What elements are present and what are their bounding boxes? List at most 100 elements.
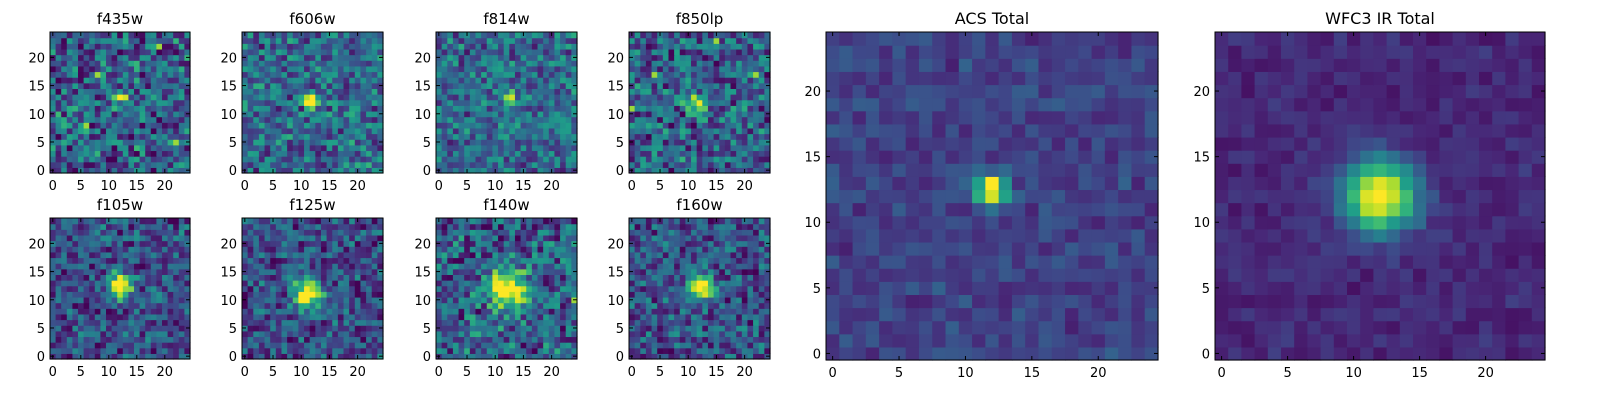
heatmap-cell xyxy=(668,99,675,106)
heatmap-cell xyxy=(315,229,322,236)
heatmap-cell xyxy=(753,133,760,140)
heatmap-cell xyxy=(645,77,653,84)
heatmap-cell xyxy=(247,99,254,106)
heatmap-cell xyxy=(696,342,703,349)
heatmap-cell xyxy=(72,82,79,89)
heatmap-cell xyxy=(657,144,664,152)
y-tick-label: 0 xyxy=(423,350,431,365)
heatmap-cell xyxy=(498,65,505,73)
heatmap-cell xyxy=(258,302,266,309)
heatmap-cell xyxy=(117,43,124,50)
heatmap-cell xyxy=(315,280,322,287)
heatmap-cell xyxy=(275,285,283,292)
heatmap-cell xyxy=(464,122,471,129)
heatmap-cell xyxy=(691,336,698,343)
heatmap-cell xyxy=(50,144,57,152)
heatmap-cell xyxy=(713,94,720,101)
heatmap-cell xyxy=(475,32,482,39)
heatmap-cell xyxy=(117,240,124,247)
heatmap-cell xyxy=(270,229,277,236)
heatmap-cell xyxy=(78,229,85,236)
heatmap-cell xyxy=(526,291,533,298)
heatmap-cell xyxy=(315,94,322,101)
heatmap-cell xyxy=(475,110,482,118)
heatmap-cell xyxy=(554,353,561,360)
heatmap-cell xyxy=(253,240,260,247)
heatmap-cell xyxy=(247,302,254,309)
heatmap-cell xyxy=(452,144,460,152)
heatmap-cell xyxy=(753,330,760,338)
heatmap-cell xyxy=(275,54,283,61)
heatmap-cell xyxy=(764,94,771,101)
heatmap-cell xyxy=(668,60,675,67)
heatmap-cell xyxy=(128,285,135,292)
heatmap-cell xyxy=(441,313,448,321)
heatmap-cell xyxy=(481,296,488,304)
heatmap-cell xyxy=(640,325,647,332)
heatmap-cell xyxy=(764,99,771,106)
heatmap-cell xyxy=(343,122,350,129)
heatmap-cell xyxy=(537,285,544,292)
heatmap-cell xyxy=(441,285,448,292)
heatmap-cell xyxy=(78,77,85,84)
heatmap-cell xyxy=(514,302,522,309)
heatmap-cell xyxy=(72,122,79,129)
heatmap-cell xyxy=(275,229,283,236)
heatmap-cell xyxy=(526,342,533,349)
heatmap-cell xyxy=(287,330,294,338)
heatmap-cell xyxy=(242,291,249,298)
heatmap-cell xyxy=(645,336,653,343)
heatmap-cell xyxy=(156,240,163,247)
heatmap-cell xyxy=(304,285,311,292)
heatmap-cell xyxy=(640,60,647,67)
heatmap-cell xyxy=(139,240,146,247)
heatmap-cell xyxy=(543,161,550,168)
heatmap-cell xyxy=(94,291,101,298)
heatmap-cell xyxy=(167,313,174,321)
heatmap-cell xyxy=(377,156,384,163)
heatmap-cell xyxy=(167,302,174,309)
heatmap-cell xyxy=(486,347,493,354)
heatmap-cell xyxy=(281,291,288,298)
heatmap-cell xyxy=(707,54,715,61)
x-tick-label: 15 xyxy=(708,179,725,194)
heatmap-cell xyxy=(360,88,367,95)
heatmap-cell xyxy=(111,32,118,39)
y-tick-label: 15 xyxy=(414,266,431,281)
heatmap-cell xyxy=(184,291,191,298)
heatmap-cell xyxy=(492,122,499,129)
heatmap-cell xyxy=(320,223,328,230)
heatmap-cell xyxy=(55,257,62,264)
heatmap-cell xyxy=(253,82,260,89)
heatmap-cell xyxy=(458,325,465,332)
heatmap-cell xyxy=(83,77,90,84)
heatmap-cell xyxy=(50,88,57,95)
heatmap-cell xyxy=(753,161,760,168)
heatmap-cell xyxy=(337,122,345,129)
heatmap-cell xyxy=(100,240,107,247)
heatmap-cell xyxy=(78,94,85,101)
heatmap-cell xyxy=(486,263,493,270)
heatmap-cell xyxy=(304,116,311,123)
heatmap-cell xyxy=(736,71,743,78)
heatmap-cell xyxy=(117,77,124,84)
x-tick-label: 10 xyxy=(680,179,697,194)
heatmap-cell xyxy=(94,308,101,315)
heatmap-cell xyxy=(447,251,454,259)
heatmap-cell xyxy=(184,105,191,112)
heatmap-cell xyxy=(436,133,443,140)
heatmap-cell xyxy=(264,291,271,298)
heatmap-cell xyxy=(464,234,471,242)
heatmap-cell xyxy=(173,280,180,287)
heatmap-cell xyxy=(178,218,185,225)
heatmap-cell xyxy=(134,223,141,230)
heatmap-cell xyxy=(458,229,465,236)
heatmap-cell xyxy=(326,234,333,242)
heatmap-cell xyxy=(571,37,578,44)
heatmap-cell xyxy=(679,94,686,101)
heatmap-cell xyxy=(543,268,550,275)
heatmap-cell xyxy=(315,257,322,264)
heatmap-cell xyxy=(134,302,141,309)
heatmap-cell xyxy=(543,77,550,84)
heatmap-cell xyxy=(287,274,294,281)
